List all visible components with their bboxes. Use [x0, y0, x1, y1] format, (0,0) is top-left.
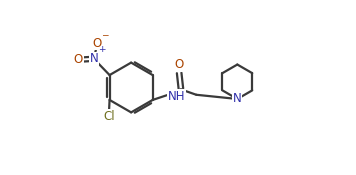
Text: Cl: Cl: [103, 110, 115, 123]
Text: O: O: [93, 37, 102, 50]
Text: N: N: [233, 92, 242, 106]
Text: N: N: [89, 52, 98, 65]
Text: +: +: [98, 45, 105, 54]
Text: O: O: [74, 53, 83, 66]
Text: NH: NH: [168, 90, 186, 103]
Text: O: O: [174, 58, 184, 71]
Text: −: −: [101, 30, 108, 39]
